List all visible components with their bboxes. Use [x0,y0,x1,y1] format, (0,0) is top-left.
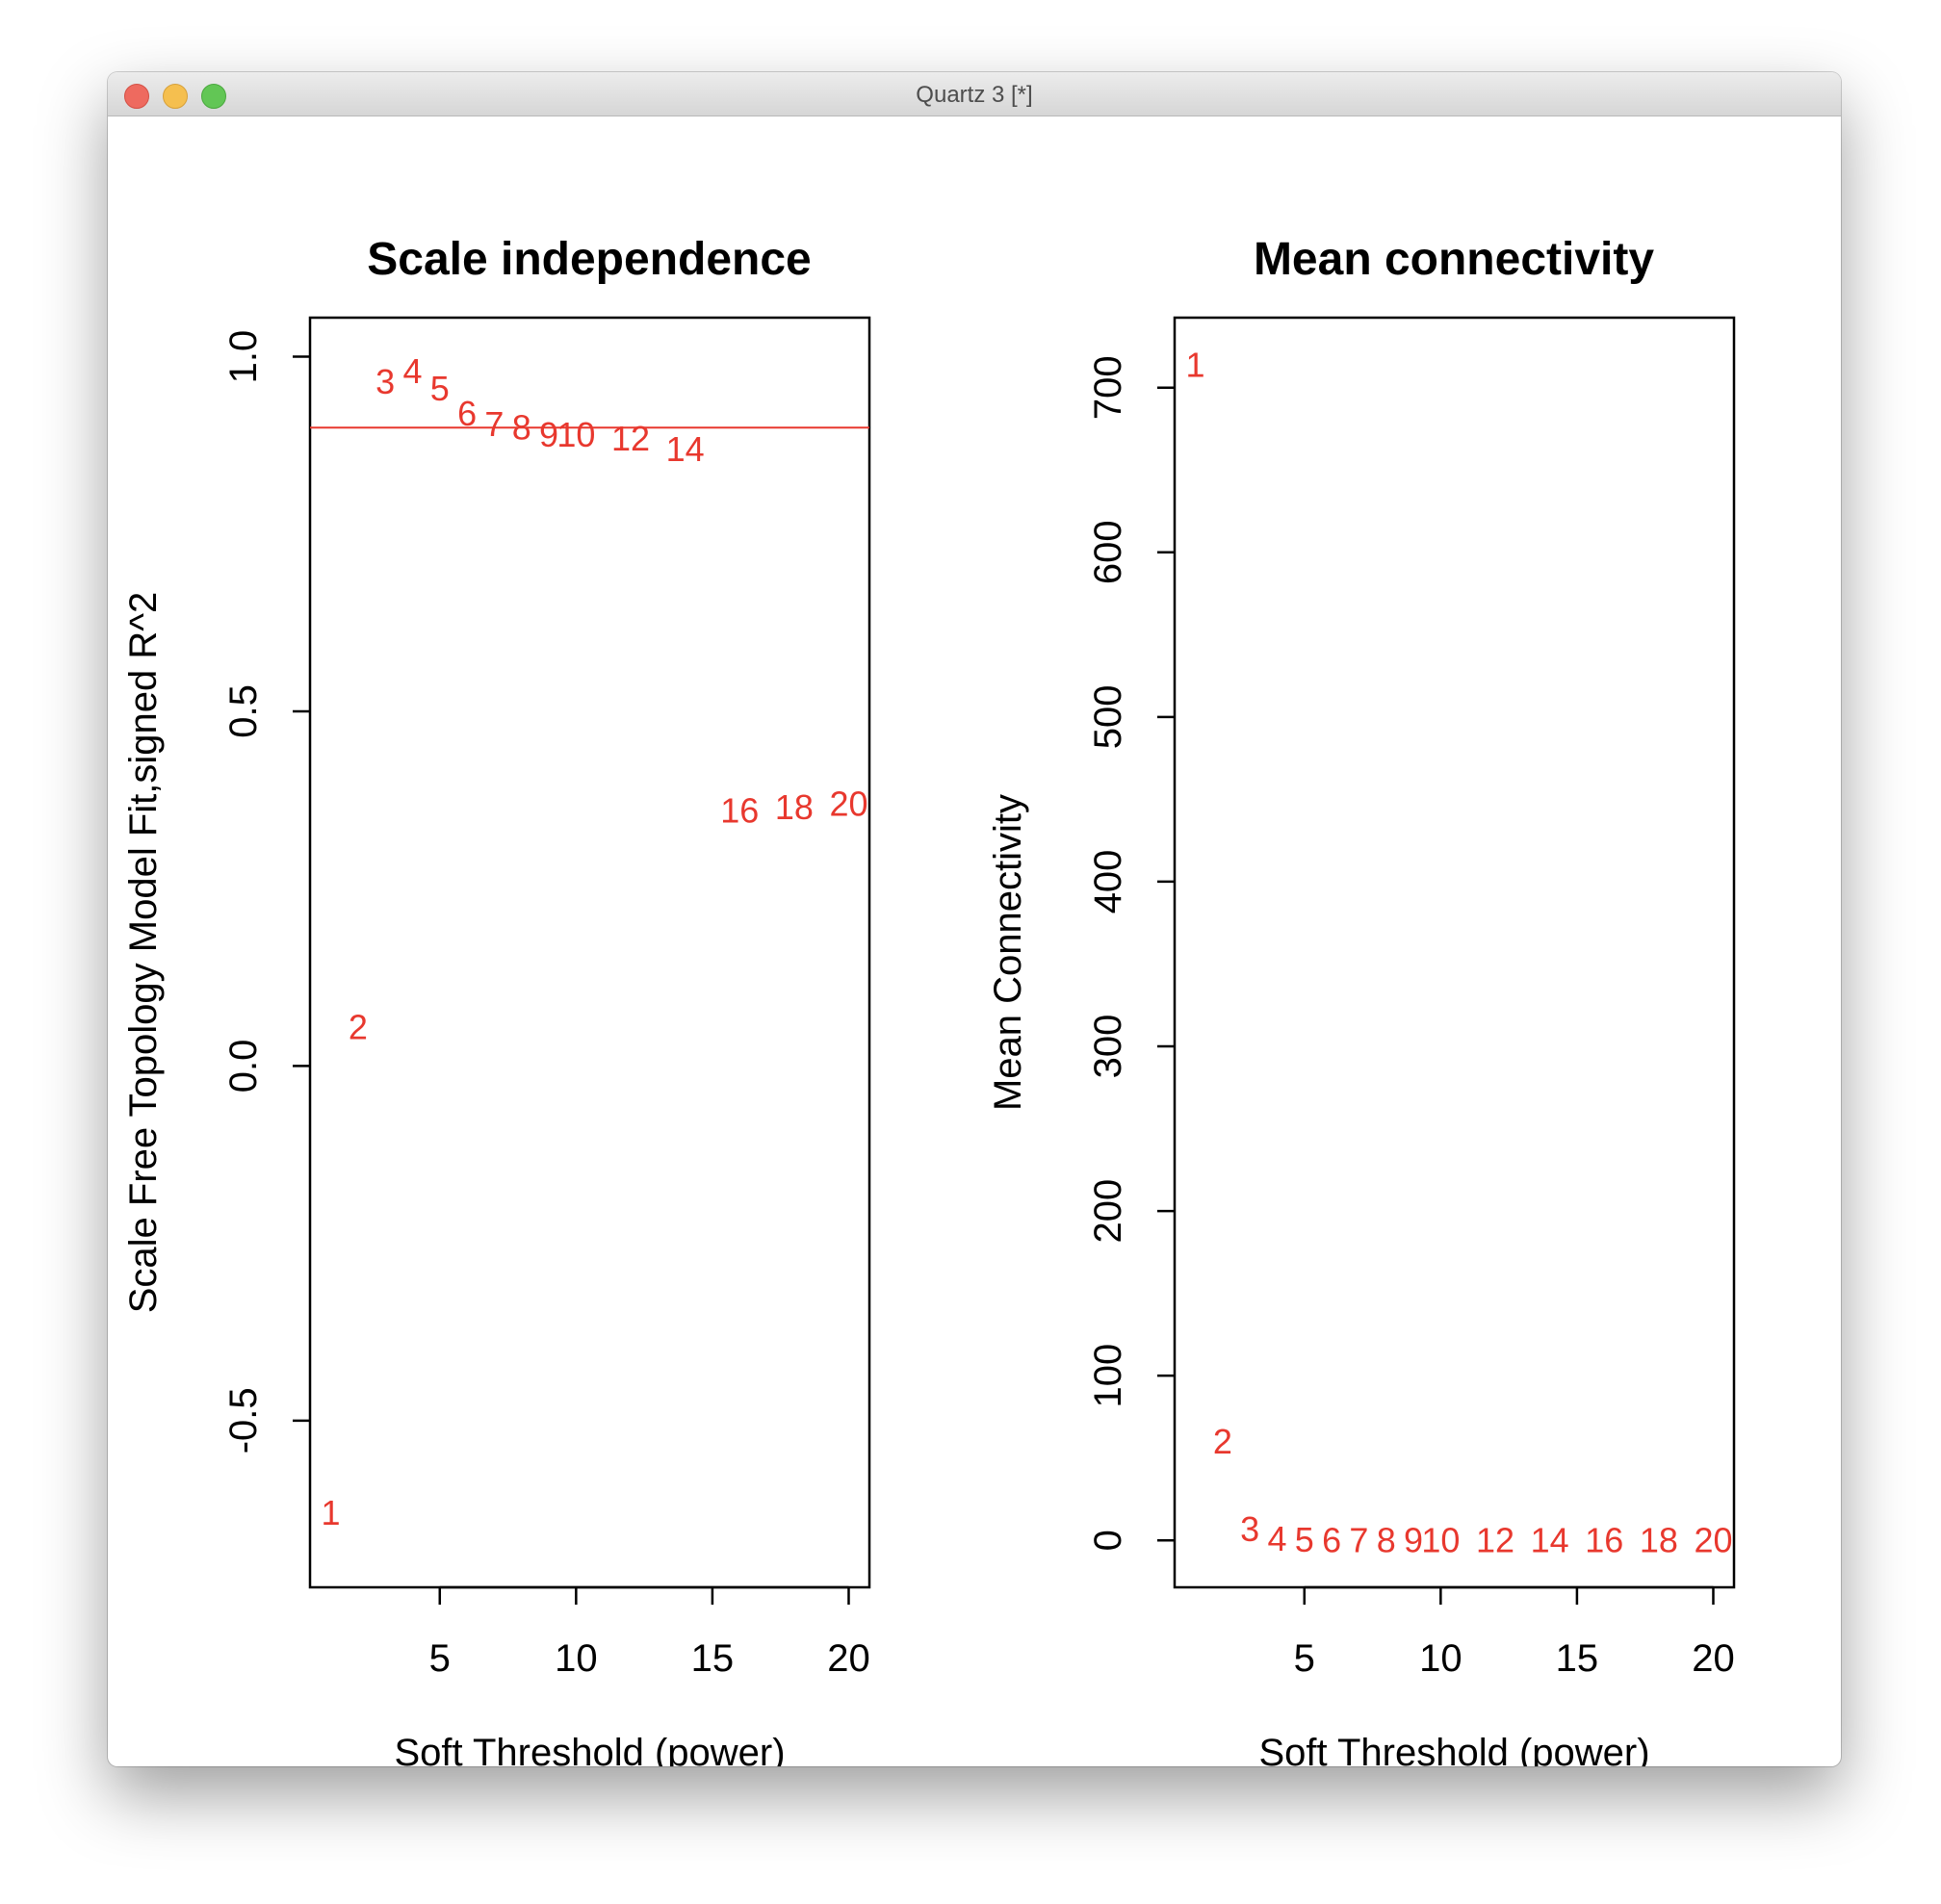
data-point-label: 12 [1476,1521,1514,1560]
data-point-label: 16 [720,791,759,831]
x-tick-label: 15 [691,1637,735,1680]
data-point-label: 14 [1531,1521,1569,1560]
y-tick-label: 0.0 [222,1040,265,1094]
x-tick-label: 15 [1556,1637,1599,1680]
x-tick-label: 10 [1419,1637,1462,1680]
data-point-label: 16 [1585,1521,1623,1560]
data-point-label: 4 [402,351,422,391]
chart-title: Mean connectivity [1254,234,1654,285]
data-point-label: 18 [775,787,814,827]
y-tick-label: 1.0 [222,330,265,384]
y-tick-label: 300 [1087,1015,1129,1079]
y-tick-label: 400 [1087,850,1129,914]
data-point-label: 7 [484,404,504,444]
data-point-label: 10 [1421,1521,1460,1560]
x-tick-label: 20 [827,1637,870,1680]
data-point-label: 5 [1295,1520,1314,1559]
y-tick-label: 500 [1087,684,1129,749]
data-point-label: 6 [457,394,477,433]
window-title: Quartz 3 [*] [916,82,1033,108]
data-point-label: 8 [1377,1521,1396,1560]
y-tick-label: 600 [1087,520,1129,584]
y-tick-label: 0 [1087,1530,1129,1551]
x-axis-label: Soft Threshold (power) [394,1732,785,1766]
plot-frame [308,316,871,1589]
data-point-label: 12 [611,419,650,458]
data-point-label: 2 [349,1007,368,1046]
close-button[interactable] [124,84,149,109]
data-point-label: 14 [666,429,705,469]
x-tick-label: 20 [1692,1637,1735,1680]
x-axis-label: Soft Threshold (power) [1258,1732,1649,1766]
data-point-label: 3 [375,362,395,401]
y-tick-label: -0.5 [222,1387,265,1454]
data-point-label: 18 [1640,1521,1678,1560]
window-titlebar[interactable]: Quartz 3 [*] [108,72,1841,116]
data-point-label: 10 [556,415,595,454]
data-point-label: 20 [829,784,867,823]
y-axis-label: Scale Free Topology Model Fit,signed R^2 [122,592,165,1314]
plot-area: Scale independence 5 10 15 20 -0.5 0.0 0.5 1.0 So… [108,116,1841,1766]
plot-frame [1173,316,1736,1589]
data-point-label: 2 [1213,1422,1232,1461]
x-tick-label: 5 [1294,1637,1315,1680]
data-point-label: 1 [1186,345,1205,384]
y-tick-label: 700 [1087,355,1129,420]
data-point-label: 6 [1322,1520,1341,1559]
y-tick-label: 0.5 [222,684,265,738]
data-point-label: 9 [539,415,558,454]
data-point-label: 8 [512,408,531,448]
data-point-label: 7 [1349,1521,1368,1560]
x-tick-label: 10 [555,1637,598,1680]
data-point-label: 1 [322,1493,341,1532]
x-tick-label: 5 [429,1637,451,1680]
chart-title: Scale independence [367,234,812,285]
zoom-button[interactable] [201,84,226,109]
data-point-label: 4 [1267,1519,1286,1558]
data-point-label: 5 [430,369,450,408]
y-axis-label: Mean Connectivity [987,794,1029,1111]
data-point-label: 3 [1240,1509,1259,1549]
minimize-button[interactable] [163,84,188,109]
data-point-label: 9 [1404,1521,1423,1560]
y-tick-label: 200 [1087,1179,1129,1244]
quartz-window: Quartz 3 [*] Scale independence 5 10 15 20 -0… [108,72,1841,1766]
data-point-label: 20 [1694,1521,1732,1560]
y-tick-label: 100 [1087,1344,1129,1408]
